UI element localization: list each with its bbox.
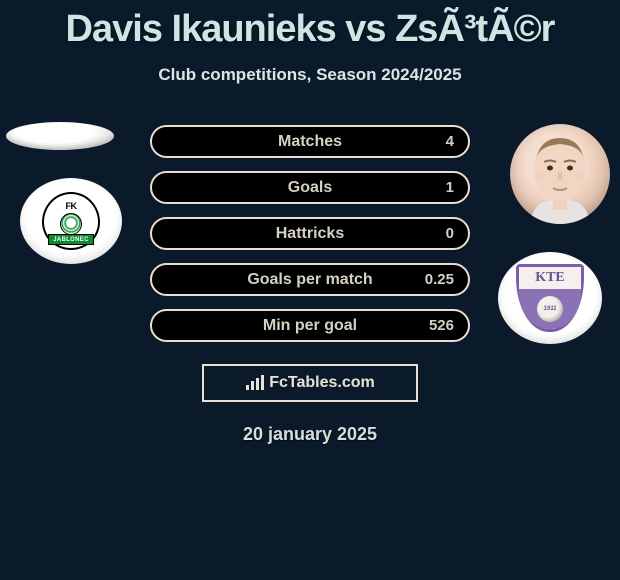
club-left-short: FK: [66, 201, 77, 211]
stat-row: Min per goal 526: [150, 309, 470, 342]
player-left-avatar: [6, 122, 114, 150]
stat-row: Hattricks 0: [150, 217, 470, 250]
player-face-icon: [510, 124, 610, 224]
football-icon: 1911: [537, 296, 563, 322]
stat-value: 0: [446, 225, 454, 242]
stat-value: 526: [429, 317, 454, 334]
club-right-year: 1911: [544, 306, 557, 312]
stat-label: Min per goal: [263, 317, 357, 335]
stat-value: 0.25: [425, 271, 454, 288]
stat-row: Matches 4: [150, 125, 470, 158]
stat-label: Goals per match: [247, 271, 372, 289]
brand-text: FcTables.com: [269, 374, 375, 392]
jablonec-logo-icon: FK JABLONEC: [36, 186, 106, 256]
stats-list: Matches 4 Goals 1 Hattricks 0 Goals per …: [150, 125, 470, 342]
season-subtitle: Club competitions, Season 2024/2025: [0, 65, 620, 85]
club-left-name: JABLONEC: [53, 237, 88, 243]
stat-label: Goals: [288, 179, 332, 197]
stat-value: 4: [446, 133, 454, 150]
club-right-short: KTE: [535, 270, 565, 286]
player-right-avatar: [510, 124, 610, 224]
stat-label: Matches: [278, 133, 342, 151]
stat-row: Goals per match 0.25: [150, 263, 470, 296]
football-icon: [60, 213, 82, 235]
stat-label: Hattricks: [276, 225, 344, 243]
kte-logo-icon: KTE 1911: [513, 261, 587, 335]
snapshot-date: 20 january 2025: [0, 424, 620, 445]
stat-row: Goals 1: [150, 171, 470, 204]
stat-value: 1: [446, 179, 454, 196]
bar-chart-icon: [245, 375, 265, 391]
comparison-title: Davis Ikaunieks vs ZsÃ³tÃ©r: [0, 0, 620, 51]
club-right-logo: KTE 1911: [498, 252, 602, 344]
club-left-logo: FK JABLONEC: [20, 178, 122, 264]
brand-box[interactable]: FcTables.com: [202, 364, 418, 402]
